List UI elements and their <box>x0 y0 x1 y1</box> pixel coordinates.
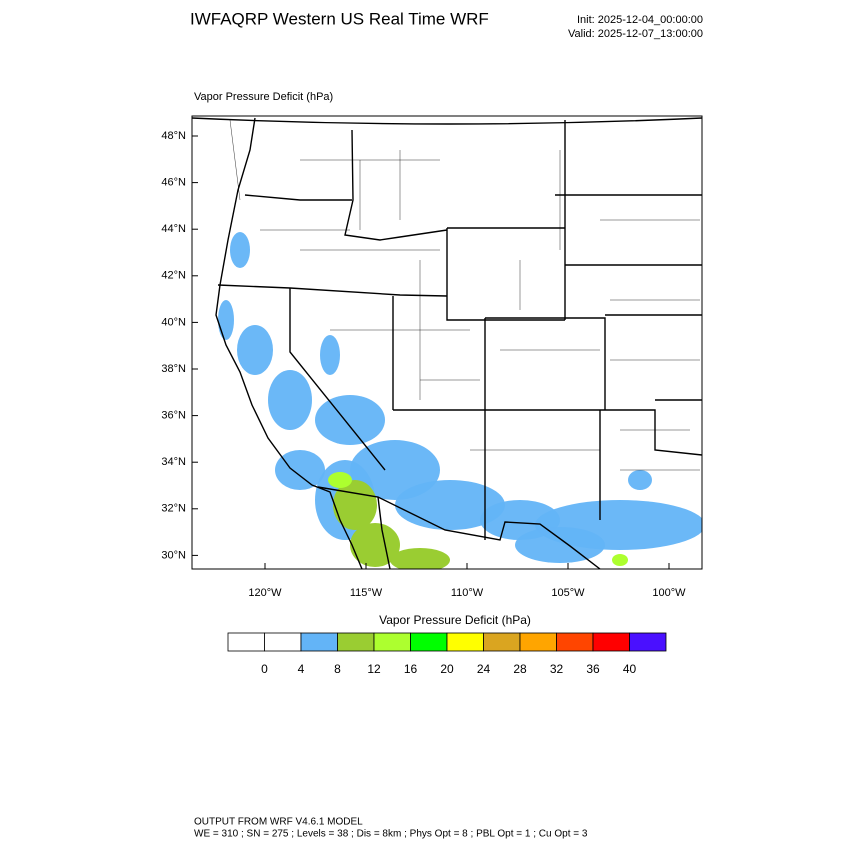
vpd-area <box>628 470 652 490</box>
colorbar-box <box>373 632 411 652</box>
vpd-area <box>333 480 377 530</box>
colorbar-title: Vapor Pressure Deficit (hPa) <box>379 613 531 627</box>
lon-label: 100°W <box>652 587 686 599</box>
vpd-area <box>328 472 352 488</box>
lat-label: 36°N <box>161 410 186 422</box>
vpd-area <box>390 548 450 569</box>
lon-label: 115°W <box>350 587 383 599</box>
colorbar-label: 20 <box>440 662 454 676</box>
colorbar-label: 36 <box>586 662 600 676</box>
map-lines <box>192 117 702 569</box>
lat-label: 32°N <box>161 503 186 515</box>
lat-label: 38°N <box>161 363 186 375</box>
colorbar-box <box>337 632 375 652</box>
lat-label: 30°N <box>161 549 186 561</box>
colorbar-label: 16 <box>404 662 418 676</box>
footer-line: OUTPUT FROM WRF V4.6.1 MODEL <box>194 817 363 828</box>
lon-label: 105°W <box>551 587 585 599</box>
vpd-area <box>315 395 385 445</box>
colorbar-label: 8 <box>334 662 341 676</box>
lat-label: 48°N <box>161 130 186 142</box>
lat-label: 46°N <box>161 177 186 189</box>
colorbar-label: 28 <box>513 662 527 676</box>
title: IWFAQRP Western US Real Time WRF <box>190 9 489 28</box>
valid-time: Valid: 2025-12-07_13:00:00 <box>568 28 703 40</box>
colorbar-box <box>300 632 338 652</box>
colorbar-label: 0 <box>261 662 268 676</box>
vpd-area <box>268 370 312 430</box>
vpd-area <box>237 325 273 375</box>
footer-line: WE = 310 ; SN = 275 ; Levels = 38 ; Dis … <box>194 829 588 840</box>
lat-label: 34°N <box>161 456 186 468</box>
colorbar-label: 24 <box>477 662 491 676</box>
vpd-field <box>218 232 702 569</box>
map-subtitle: Vapor Pressure Deficit (hPa) <box>194 91 333 103</box>
colorbar-box <box>227 632 265 652</box>
colorbar-box <box>556 632 594 652</box>
colorbar-box <box>629 632 667 652</box>
colorbar-label: 12 <box>367 662 381 676</box>
lon-label: 120°W <box>248 587 282 599</box>
colorbar-label: 32 <box>550 662 564 676</box>
vpd-area <box>612 554 628 566</box>
colorbar-box <box>519 632 557 652</box>
colorbar-box <box>592 632 630 652</box>
vpd-area <box>218 300 234 340</box>
init-time: Init: 2025-12-04_00:00:00 <box>577 14 703 26</box>
vpd-area <box>320 335 340 375</box>
colorbar-box <box>483 632 521 652</box>
colorbar-label: 40 <box>623 662 637 676</box>
colorbar-box <box>264 632 302 652</box>
vpd-area <box>275 450 325 490</box>
vpd-area <box>515 527 605 563</box>
colorbar-label: 4 <box>298 662 305 676</box>
colorbar-box <box>410 632 448 652</box>
vpd-area <box>230 232 250 268</box>
lat-label: 42°N <box>161 270 186 282</box>
lon-label: 110°W <box>451 587 484 599</box>
colorbar-box <box>446 632 484 652</box>
map-axes: 48°N 46°N 44°N 42°N 40°N 38°N 36°N 34°N 32°N 30°N… <box>161 130 686 599</box>
lat-label: 40°N <box>161 316 186 328</box>
lat-label: 44°N <box>161 223 186 235</box>
colorbar: 0 4 8 12 16 20 24 28 32 36 40 <box>227 632 667 676</box>
map-frame <box>191 115 703 570</box>
vpd-area <box>395 480 505 530</box>
